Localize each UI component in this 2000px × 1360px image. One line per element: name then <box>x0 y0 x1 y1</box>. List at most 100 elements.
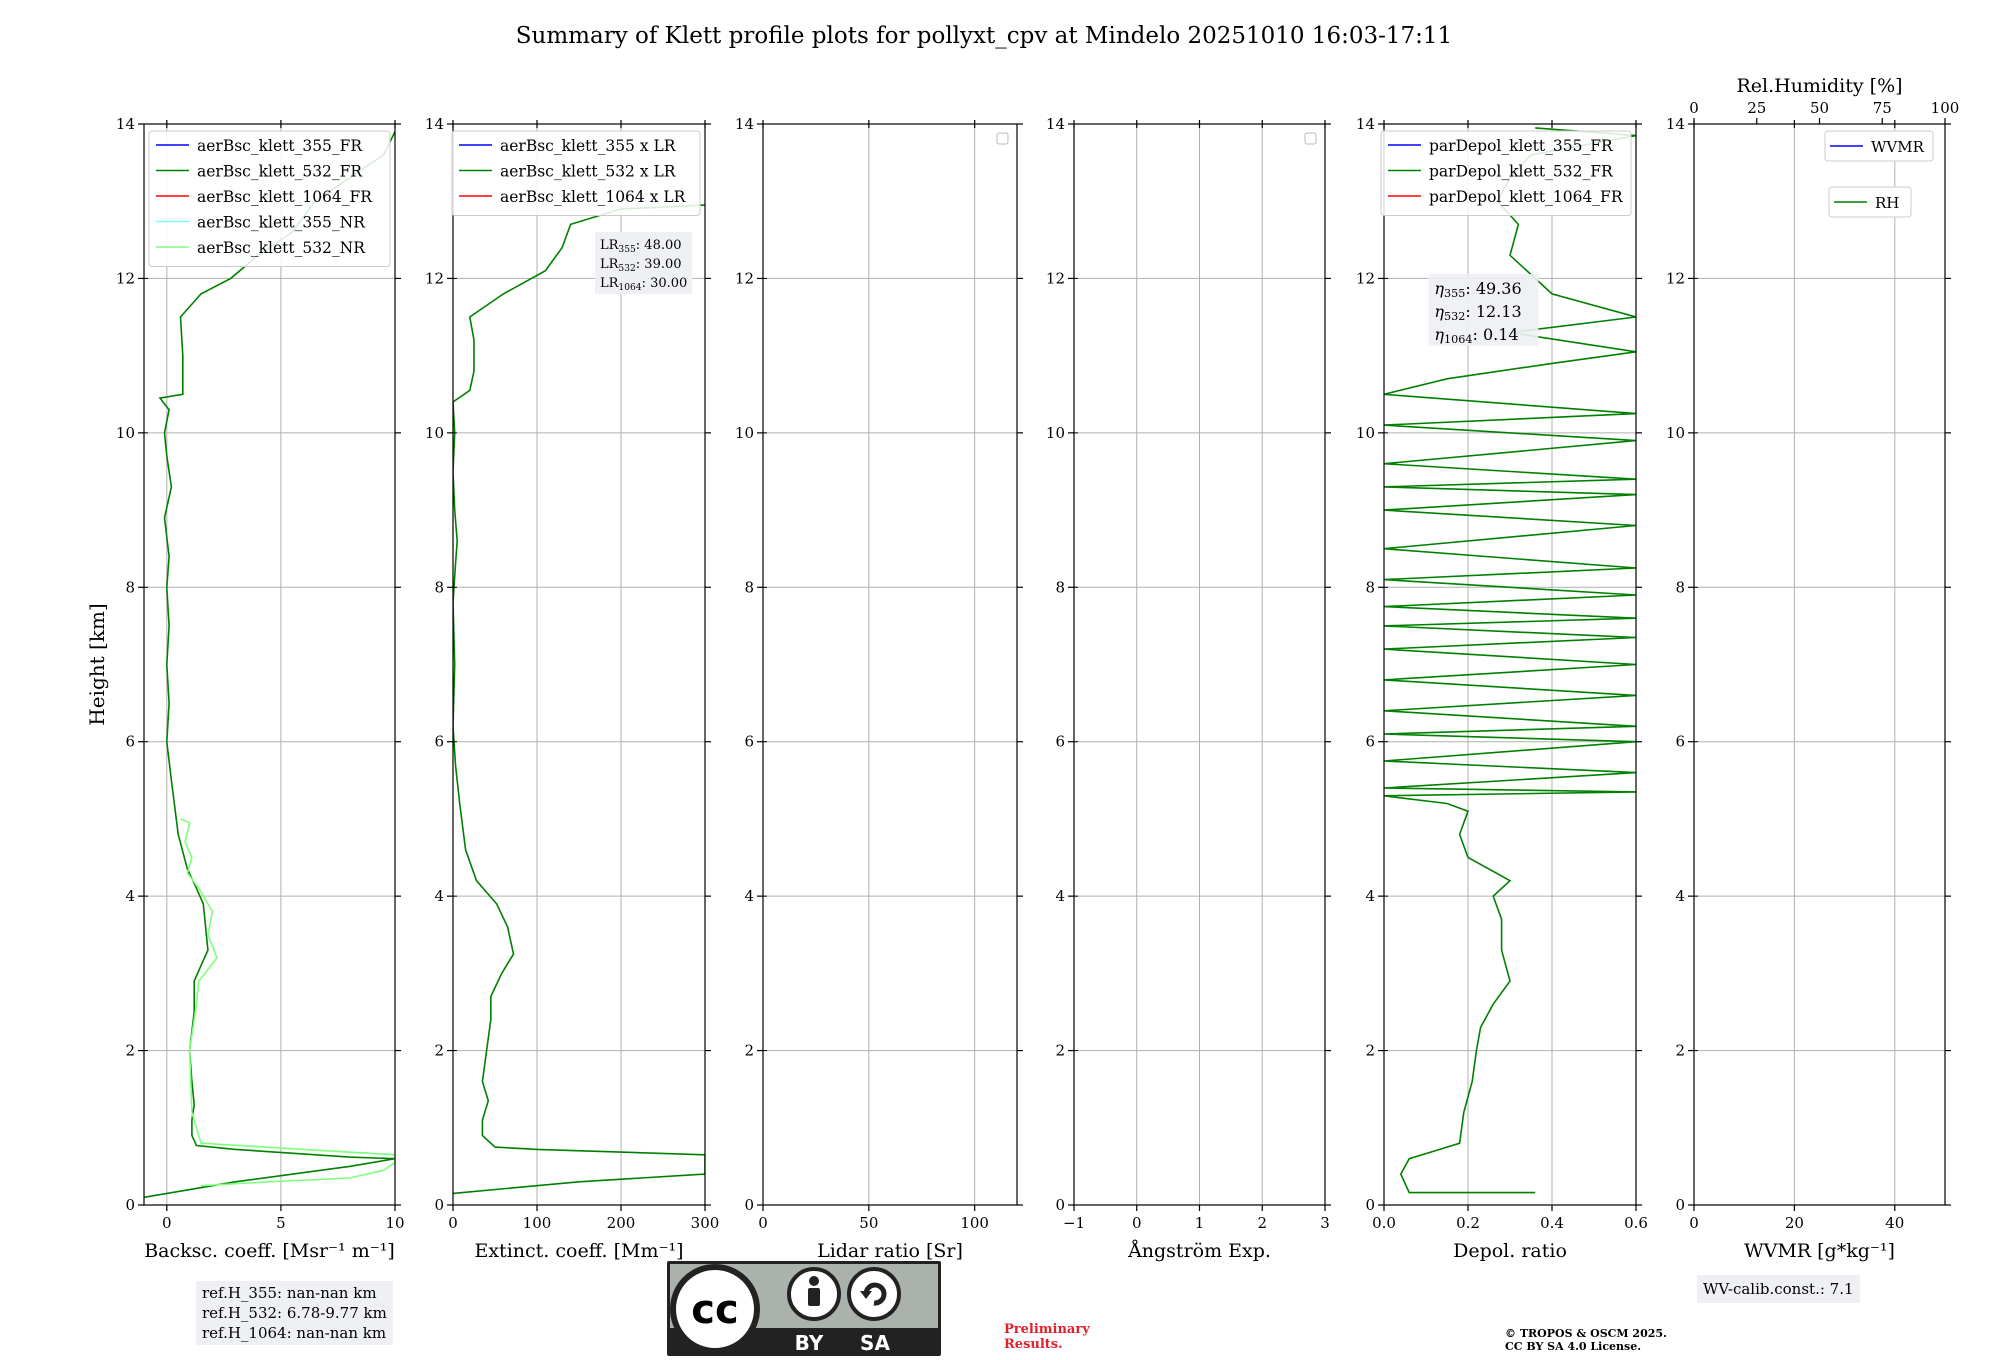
legend-label: parDepol_klett_355_FR <box>1429 137 1614 155</box>
legend-box <box>1380 130 1632 216</box>
axes-frame <box>1383 123 1637 1206</box>
legend-label: aerBsc_klett_1064_FR <box>197 188 373 206</box>
eta-label: η1064: 0.14 <box>1434 325 1518 346</box>
y-tick-label: 12 <box>1356 269 1375 287</box>
wv-calibration-box: WV-calib.const.: 7.1 <box>1697 1275 1860 1303</box>
reference-height-box: ref.H_355: nan-nan km ref.H_532: 6.78-9.… <box>196 1281 393 1345</box>
legend-label: WVMR <box>1871 138 1925 156</box>
y-tick-label: 8 <box>434 578 444 596</box>
x-tick-label: 0.6 <box>1624 1214 1648 1232</box>
y-tick-label: 10 <box>1046 424 1065 442</box>
panel-extinction: 0 2 4 6 8 10 12 14 0 100 200 300 Extinct. coeff. [Mm… <box>425 115 719 1262</box>
eta-label: η355: 49.36 <box>1434 279 1521 300</box>
preliminary-results-note: Preliminary Results. <box>1004 1322 1090 1352</box>
x-tick-label: 0 <box>1689 1214 1699 1232</box>
panel-lidar_ratio: 0 2 4 6 8 10 12 14 0 50 100 Lidar ratio [Sr] <box>735 115 1023 1262</box>
y-tick-label: 10 <box>1666 424 1685 442</box>
y-tick-label: 4 <box>1365 887 1375 905</box>
cc-icon <box>670 1264 760 1354</box>
x-tick-label: 0 <box>448 1214 458 1232</box>
y-tick-label: 2 <box>434 1042 444 1060</box>
y-tick-label: 6 <box>1365 733 1375 751</box>
legend-label: aerBsc_klett_1064 x LR <box>500 188 687 206</box>
cc-by-sa-logo: cc BY SA <box>667 1261 941 1356</box>
y-tick-label: 8 <box>1055 578 1065 596</box>
legend-backscatter: aerBsc_klett_355_FR aerBsc_klett_532_FRae… <box>148 130 391 267</box>
legend-depol: parDepol_klett_355_FR parDepol_klett_532_… <box>1380 130 1632 216</box>
copyright-line-2: CC BY SA 4.0 License. <box>1505 1340 1642 1353</box>
series-line-aerBsc_klett_532 x LR <box>453 204 705 1195</box>
y-tick-label: 6 <box>1675 733 1685 751</box>
y-tick-label: 8 <box>125 578 135 596</box>
y-tick-label: 14 <box>1666 115 1685 133</box>
y-tick-label: 14 <box>1356 115 1375 133</box>
x-tick-label: 10 <box>385 1214 404 1232</box>
y-tick-label: 2 <box>1055 1042 1065 1060</box>
y-tick-label: 4 <box>1055 887 1065 905</box>
preliminary-line-1: Preliminary <box>1004 1322 1090 1337</box>
top-x-tick-label: 25 <box>1747 99 1766 117</box>
x-tick-label: 40 <box>1885 1214 1904 1232</box>
x-tick-label: 300 <box>691 1214 720 1232</box>
y-tick-label: 0 <box>744 1196 754 1214</box>
by-label: BY <box>795 1331 824 1355</box>
y-tick-label: 0 <box>1365 1196 1375 1214</box>
x-tick-label: 0.2 <box>1456 1214 1480 1232</box>
y-tick-label: 12 <box>116 269 135 287</box>
y-tick-label: 6 <box>1055 733 1065 751</box>
y-tick-label: 8 <box>744 578 754 596</box>
legend-label: RH <box>1875 194 1899 212</box>
panel-depol: 0 2 4 6 8 10 12 14 0.0 0.2 0.4 0.6 Depol. ratio parDe… <box>1356 115 1648 1262</box>
eta-box <box>1428 274 1539 346</box>
y-tick-label: 12 <box>425 269 444 287</box>
legend-label: aerBsc_klett_355_FR <box>197 137 363 155</box>
legend-RH: RH <box>1828 186 1912 218</box>
y-tick-label: 14 <box>735 115 754 133</box>
legend-label: aerBsc_klett_355_NR <box>197 214 366 232</box>
legend-box <box>148 130 391 267</box>
legend-extinction: aerBsc_klett_355 x LR aerBsc_klett_532 x … <box>451 130 701 216</box>
y-tick-label: 4 <box>744 887 754 905</box>
x-tick-label: 0 <box>1132 1214 1142 1232</box>
series-line-aerBsc_klett_532_NR <box>180 818 395 1187</box>
figure-title: Summary of Klett profile plots for polly… <box>516 23 1452 49</box>
y-tick-label: 4 <box>434 887 444 905</box>
x-tick-label: 0.4 <box>1540 1214 1564 1232</box>
lidar-ratio-label: LR532: 39.00 <box>600 257 682 274</box>
y-tick-label: 4 <box>1675 887 1685 905</box>
x-tick-label: 0 <box>758 1214 768 1232</box>
ref-height-532: ref.H_532: 6.78-9.77 km <box>202 1304 387 1322</box>
x-axis-label: WVMR [g*kg⁻¹] <box>1744 1240 1895 1262</box>
axes-frame <box>143 123 396 1206</box>
y-tick-label: 8 <box>1675 578 1685 596</box>
y-tick-label: 12 <box>1666 269 1685 287</box>
y-tick-label: 2 <box>1365 1042 1375 1060</box>
x-tick-label: 0.0 <box>1372 1214 1396 1232</box>
eta-label: η532: 12.13 <box>1434 302 1521 323</box>
top-x-tick-label: 50 <box>1810 99 1829 117</box>
panel-backscatter: 0 2 4 6 8 10 12 14 0 5 10 Backsc. coeff. [Msr⁻¹ m⁻¹… <box>85 115 405 1262</box>
top-x-tick-label: 100 <box>1931 99 1960 117</box>
y-tick-label: 0 <box>1055 1196 1065 1214</box>
y-tick-label: 12 <box>1046 269 1065 287</box>
legend-label: aerBsc_klett_532_FR <box>197 163 363 181</box>
x-tick-label: 50 <box>859 1214 878 1232</box>
legend-label: aerBsc_klett_532_NR <box>197 239 366 257</box>
y-tick-label: 4 <box>125 887 135 905</box>
x-tick-label: 200 <box>607 1214 636 1232</box>
y-tick-label: 6 <box>434 733 444 751</box>
legend-label: aerBsc_klett_355 x LR <box>500 137 677 155</box>
axes-frame <box>1693 123 1946 1206</box>
axes-frame <box>762 123 1018 1206</box>
empty-legend-box <box>1304 132 1317 145</box>
y-tick-label: 2 <box>125 1042 135 1060</box>
axes-frame <box>452 123 706 1206</box>
y-tick-label: 10 <box>116 424 135 442</box>
y-tick-label: 0 <box>434 1196 444 1214</box>
ref-height-1064: ref.H_1064: nan-nan km <box>202 1324 387 1342</box>
copyright-line-1: © TROPOS & OSCM 2025. <box>1505 1327 1667 1340</box>
y-tick-label: 14 <box>425 115 444 133</box>
x-tick-label: 2 <box>1257 1214 1267 1232</box>
